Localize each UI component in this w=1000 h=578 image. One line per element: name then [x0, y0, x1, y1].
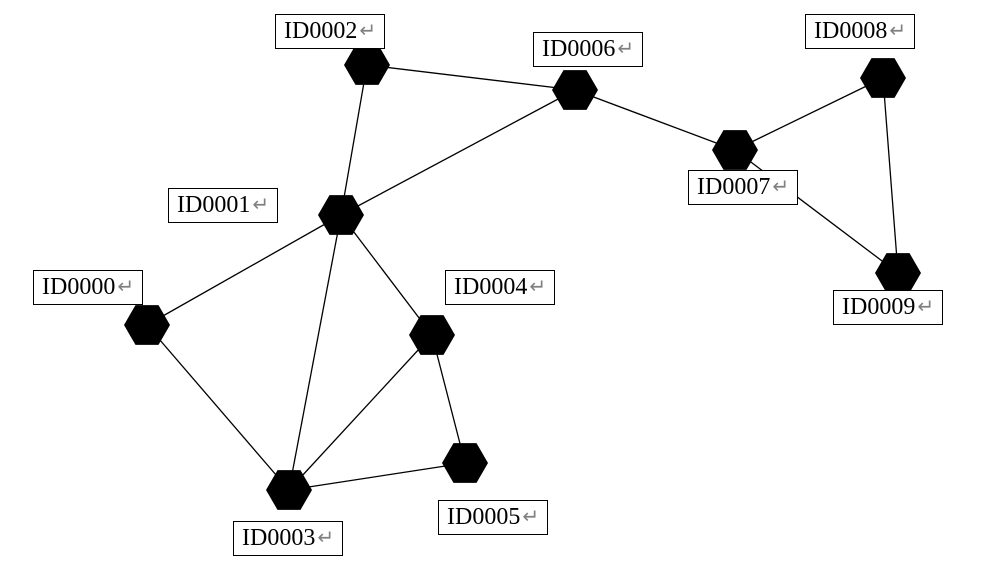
node-label-text: ID0004 [454, 273, 527, 302]
node-label-text: ID0003 [242, 524, 315, 553]
edge [341, 65, 367, 215]
return-icon: ↵ [359, 19, 376, 43]
node-label: ID0002↵ [275, 14, 385, 49]
node-hexagon [344, 45, 390, 85]
node-label-text: ID0002 [284, 17, 357, 46]
return-icon: ↵ [617, 37, 634, 61]
node-hexagon [442, 443, 488, 483]
return-icon: ↵ [317, 526, 334, 550]
edge [289, 215, 341, 490]
return-icon: ↵ [529, 275, 546, 299]
node-label: ID0003↵ [233, 521, 343, 556]
node-label-text: ID0005 [447, 503, 520, 532]
edge [147, 215, 341, 325]
edge [735, 150, 898, 273]
node-hexagon [552, 70, 598, 110]
edge [367, 65, 575, 90]
edge [289, 335, 432, 490]
node-label: ID0006↵ [533, 32, 643, 67]
node-label: ID0005↵ [438, 500, 548, 535]
node-label: ID0001↵ [168, 188, 278, 223]
node-label: ID0007↵ [688, 170, 798, 205]
edge [575, 90, 735, 150]
node-label: ID0000↵ [33, 270, 143, 305]
node-label: ID0009↵ [833, 290, 943, 325]
node-label: ID0008↵ [805, 14, 915, 49]
return-icon: ↵ [117, 275, 134, 299]
return-icon: ↵ [889, 19, 906, 43]
node-label-text: ID0009 [842, 293, 915, 322]
return-icon: ↵ [772, 175, 789, 199]
edge [883, 78, 898, 273]
node-label-text: ID0007 [697, 173, 770, 202]
node-label-text: ID0008 [814, 17, 887, 46]
node-hexagon [266, 470, 312, 510]
node-hexagon [860, 58, 906, 98]
node-label: ID0004↵ [445, 270, 555, 305]
node-label-text: ID0001 [177, 191, 250, 220]
edge [341, 215, 432, 335]
node-label-text: ID0000 [42, 273, 115, 302]
node-hexagon [712, 130, 758, 170]
node-label-text: ID0006 [542, 35, 615, 64]
edge [735, 78, 883, 150]
node-hexagon [124, 305, 170, 345]
node-hexagon [409, 315, 455, 355]
return-icon: ↵ [917, 295, 934, 319]
edge [289, 463, 465, 490]
return-icon: ↵ [252, 193, 269, 217]
return-icon: ↵ [522, 505, 539, 529]
edge [147, 325, 289, 490]
edge [341, 90, 575, 215]
node-hexagon [875, 253, 921, 293]
node-hexagon [318, 195, 364, 235]
